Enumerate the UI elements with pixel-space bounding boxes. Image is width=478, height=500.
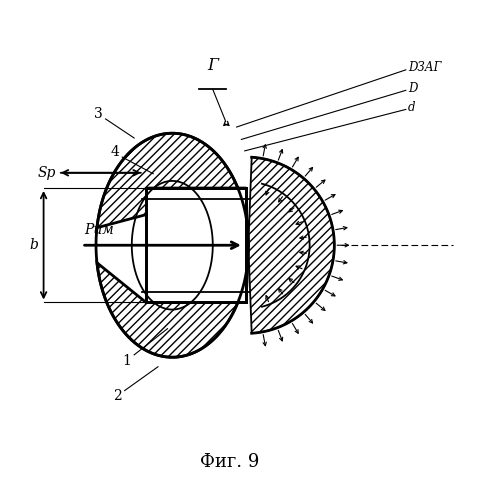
Text: d: d (408, 102, 416, 114)
Text: 2: 2 (113, 390, 122, 404)
Text: Pим: Pим (84, 222, 114, 236)
Bar (146, 188, 246, 302)
Polygon shape (97, 133, 248, 228)
Text: 3: 3 (94, 107, 103, 121)
Text: DЗАГ: DЗАГ (408, 62, 442, 74)
Text: Фиг. 9: Фиг. 9 (200, 453, 259, 471)
Text: D: D (408, 82, 418, 96)
Text: 1: 1 (122, 354, 131, 368)
Text: Sр: Sр (37, 166, 55, 180)
Text: 4: 4 (110, 146, 120, 160)
Polygon shape (246, 157, 334, 333)
Polygon shape (97, 263, 248, 357)
Text: b: b (29, 238, 38, 252)
Text: Г: Г (207, 56, 218, 74)
